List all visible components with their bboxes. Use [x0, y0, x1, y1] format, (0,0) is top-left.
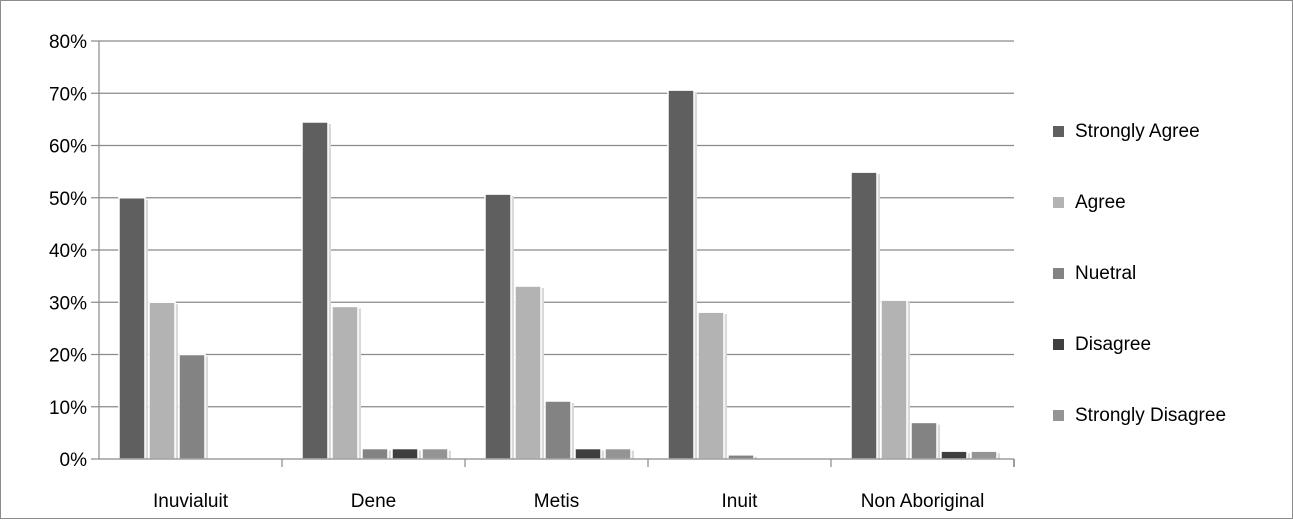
- legend-label: Strongly Agree: [1075, 121, 1200, 142]
- y-tick-label: 0%: [60, 450, 88, 471]
- x-category-label: Inuit: [722, 491, 759, 512]
- bar: [301, 121, 329, 460]
- x-category-label: Non Aboriginal: [861, 491, 985, 512]
- x-category-label: Inuvialuit: [153, 491, 229, 512]
- legend-label: Disagree: [1075, 334, 1151, 355]
- bar: [574, 447, 602, 460]
- legend-label: Agree: [1075, 192, 1126, 213]
- bar: [361, 447, 389, 460]
- legend-swatch: [1053, 339, 1064, 350]
- bar: [940, 450, 968, 460]
- bar: [727, 454, 755, 460]
- legend-label: Strongly Disagree: [1075, 405, 1226, 426]
- y-tick-label: 70%: [49, 84, 87, 105]
- bar: [544, 400, 572, 460]
- y-tick-label: 60%: [49, 137, 87, 158]
- x-category-label: Dene: [351, 491, 396, 512]
- y-tick-label: 50%: [49, 189, 87, 210]
- y-tick-label: 10%: [49, 398, 87, 419]
- bar: [850, 171, 878, 460]
- bar: [667, 89, 695, 460]
- legend-swatch: [1053, 410, 1064, 421]
- bar: [391, 447, 419, 460]
- bar: [697, 311, 725, 460]
- legend-label: Nuetral: [1075, 263, 1136, 284]
- legend: Strongly Agree Agree Nuetral Disagree Strong…: [1053, 121, 1226, 426]
- bar: [331, 305, 359, 460]
- axes: 0% 10% 20% 30% 40% 50% 60% 70% 80% Inuvialuit Dene…: [49, 32, 1015, 512]
- y-tick-label: 30%: [49, 293, 87, 314]
- bar: [910, 421, 938, 460]
- bar: [970, 450, 998, 460]
- x-category-label: Metis: [534, 491, 579, 512]
- bar: [178, 353, 206, 460]
- gridlines: [99, 40, 1014, 408]
- y-tick-label: 40%: [49, 241, 87, 262]
- bar: [484, 193, 512, 460]
- bar: [421, 447, 449, 460]
- bar: [604, 447, 632, 460]
- bar: [514, 285, 542, 460]
- y-tick-label: 80%: [49, 32, 87, 53]
- bar: [118, 197, 146, 460]
- bar: [880, 299, 908, 460]
- legend-swatch: [1053, 197, 1064, 208]
- bar: [148, 301, 176, 460]
- legend-swatch: [1053, 268, 1064, 279]
- y-tick-label: 20%: [49, 346, 87, 367]
- bars: [118, 89, 1000, 460]
- legend-swatch: [1053, 126, 1064, 137]
